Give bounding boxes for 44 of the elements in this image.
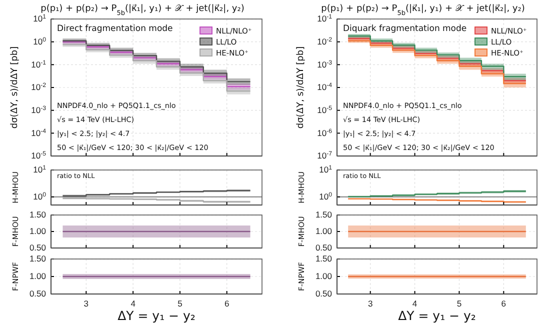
x-tick-label: 6	[501, 298, 506, 308]
y-axis-title: dσ(ΔY, s)/dΔY [pb]	[10, 46, 20, 129]
y-tick-label: 10$^{-4}$	[317, 82, 333, 92]
y-tick-label: 10$^{-2}$	[317, 36, 333, 47]
x-tick-label: 5	[456, 298, 462, 308]
y-tick-label: 10$^{1}$	[33, 13, 47, 24]
y-tick-label: 10$^{0}$	[33, 191, 47, 202]
y-tick-label: 10$^{-1}$	[31, 58, 47, 70]
y-tick-label: 10$^{-4}$	[31, 127, 47, 138]
y-tick-label: 10$^{-7}$	[317, 150, 333, 161]
y-tick-label: 0.50	[315, 288, 332, 299]
y-tick-label: 10$^{-3}$	[317, 58, 333, 70]
x-tick-label: 5	[178, 298, 183, 308]
y-tick-label: 1.00	[315, 271, 332, 282]
x-tick-label: 3	[84, 298, 89, 308]
y-tick-label: 10$^{1}$	[33, 164, 47, 175]
y-tick-label: 10$^{-5}$	[31, 150, 47, 161]
y-axis-title: dσ(ΔY, s)/dΔY [pb]	[296, 46, 306, 129]
y-tick-label: 1.00	[29, 226, 46, 236]
y-tick-label: 10$^{-1}$	[317, 13, 333, 24]
annotation: Direct fragmentation mode	[57, 24, 173, 34]
y-tick-label: 10$^{-6}$	[317, 127, 333, 138]
y-tick-label: 1.50	[29, 210, 46, 220]
y-tick-label: 10$^{-2}$	[31, 82, 47, 92]
y-tick-label: 0.50	[29, 288, 46, 299]
y-tick-label: 10$^{1}$	[319, 164, 333, 175]
y-tick-label: 1.00	[315, 226, 332, 236]
x-tick-label: 4	[412, 298, 418, 308]
x-axis-title: ΔY = y₁ − y₂	[118, 308, 196, 323]
y-tick-label: 10$^{0}$	[319, 191, 333, 202]
y-tick-label: 0.50	[315, 242, 332, 253]
y-tick-label: 10$^{-5}$	[317, 104, 333, 116]
annotation: Diquark fragmentation mode	[343, 24, 467, 34]
y-tick-label: 10$^{-3}$	[31, 104, 47, 116]
y-tick-label: 1.50	[315, 254, 332, 264]
x-tick-label: 6	[224, 298, 230, 308]
y-tick-label: 1.50	[29, 254, 46, 264]
y-tick-label: 1.00	[29, 271, 46, 282]
y-tick-label: 1.50	[315, 210, 332, 220]
x-tick-label: 4	[130, 298, 136, 308]
x-axis-title: ΔY = y₁ − y₂	[398, 308, 476, 323]
y-tick-label: 0.50	[29, 242, 46, 253]
y-tick-label: 10$^{0}$	[33, 36, 47, 47]
x-tick-label: 3	[368, 298, 373, 308]
